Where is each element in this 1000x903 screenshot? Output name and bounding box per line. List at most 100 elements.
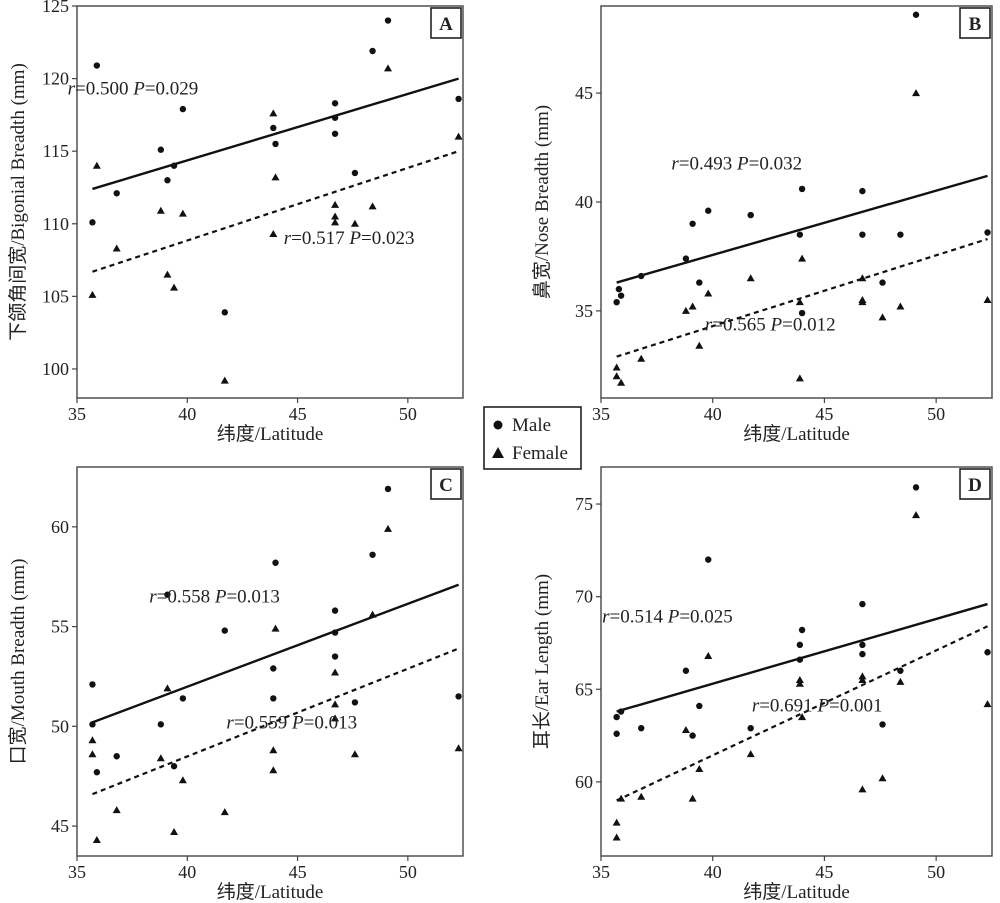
point-male (455, 693, 462, 700)
point-male (270, 695, 277, 702)
point-male (796, 656, 804, 663)
point-male (859, 600, 866, 608)
annotation-male: r=0.493 P=0.032 (671, 153, 802, 174)
point-male (617, 708, 625, 715)
point-male (331, 607, 339, 614)
legend-marker-male (493, 420, 503, 430)
point-female (112, 806, 121, 814)
point-female (795, 676, 804, 684)
plot-frame (76, 5, 464, 399)
point-female (612, 833, 621, 841)
point-female (912, 89, 921, 97)
x-tick-label: 40 (704, 862, 722, 882)
point-female (269, 229, 278, 237)
point-female (331, 668, 340, 676)
point-male (369, 551, 376, 558)
point-male (221, 309, 228, 316)
annotation-male: r=0.500 P=0.029 (68, 79, 199, 100)
legend-box (483, 406, 582, 470)
point-male (369, 47, 376, 55)
point-female (912, 511, 921, 519)
y-tick-label: 105 (42, 286, 69, 306)
fit-line-male (616, 174, 988, 284)
point-male (912, 11, 920, 18)
x-tick-label: 45 (289, 404, 307, 424)
point-female (368, 202, 377, 210)
point-female (798, 713, 807, 721)
x-axis-title: 纬度/Latitude (217, 423, 324, 445)
point-male (93, 62, 101, 69)
point-female (983, 700, 992, 708)
point-male (157, 146, 165, 153)
plot-frame (600, 5, 993, 399)
point-female (269, 766, 278, 774)
x-axis-title: 纬度/Latitude (217, 881, 324, 903)
point-male (351, 169, 359, 177)
point-male (798, 309, 806, 317)
panel-c: 35 40 45 50 45 50 55 60 纬度/Latitude 口宽/Mouth Brea… (7, 466, 464, 903)
point-male (331, 130, 339, 137)
point-female (454, 744, 463, 752)
y-axis-title: 耳长/Ear Length (mm) (531, 574, 553, 749)
point-female (156, 206, 165, 214)
point-male (705, 556, 712, 563)
point-male (164, 177, 171, 184)
y-axis-title: 下颌角间宽/Bigonial Breadth (mm) (7, 63, 29, 341)
point-female (350, 219, 359, 227)
fit-line-female (92, 150, 459, 273)
point-male (331, 114, 339, 121)
point-female (617, 378, 626, 386)
point-female (331, 714, 340, 722)
point-female (92, 836, 101, 844)
y-axis-title: 口宽/Mouth Breadth (mm) (7, 559, 29, 765)
point-male (879, 721, 886, 728)
point-female (178, 776, 187, 784)
point-male (89, 681, 96, 688)
point-male (912, 484, 920, 491)
point-male (270, 665, 277, 672)
y-tick-label: 35 (575, 301, 593, 321)
point-female (178, 209, 187, 217)
point-male (272, 140, 279, 148)
point-male (859, 231, 866, 238)
point-male (113, 753, 120, 760)
point-male (89, 219, 96, 226)
legend: Male Female (483, 406, 582, 470)
fit-line-male (92, 77, 459, 191)
x-tick-label: 50 (927, 862, 945, 882)
point-male (179, 695, 187, 702)
point-male (613, 730, 620, 737)
x-tick-label: 45 (289, 862, 307, 882)
panel-label-box (430, 468, 462, 500)
point-female (795, 679, 804, 687)
point-female (331, 700, 340, 708)
legend-label-male: Male (512, 415, 551, 436)
x-tick-label: 50 (399, 404, 417, 424)
x-tick-label: 35 (592, 862, 610, 882)
point-female (163, 684, 172, 692)
y-tick-label: 75 (575, 494, 593, 514)
point-male (859, 641, 866, 649)
point-female (368, 610, 377, 618)
point-male (984, 649, 991, 656)
point-male (93, 769, 101, 776)
x-axis-title: 纬度/Latitude (743, 881, 850, 903)
point-female (269, 109, 278, 117)
y-tick-label: 100 (42, 359, 69, 379)
point-female (798, 254, 807, 262)
point-female (795, 298, 804, 306)
point-female (271, 173, 280, 181)
point-female (612, 818, 621, 826)
panel-label-box (959, 468, 991, 500)
point-female (612, 363, 621, 371)
panel-label: B (969, 14, 982, 35)
x-tick-label: 35 (68, 862, 86, 882)
point-female (681, 306, 690, 314)
point-female (454, 132, 463, 140)
x-tick-label: 45 (815, 404, 833, 424)
point-male (221, 627, 228, 634)
annotation-female: r=0.565 P=0.012 (705, 314, 836, 335)
point-female (220, 376, 229, 384)
point-female (695, 764, 704, 772)
